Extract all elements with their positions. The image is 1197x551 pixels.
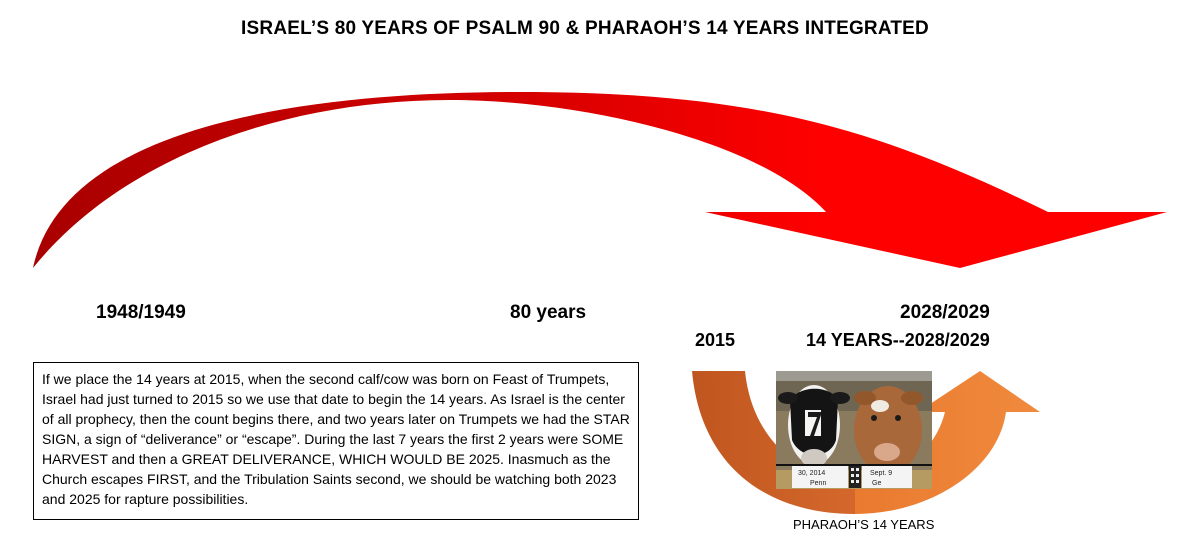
label-fourteen-years: 14 YEARS--2028/2029 [806, 330, 990, 350]
pharaoh-caption: PHARAOH’S 14 YEARS [793, 517, 935, 532]
label-eighty-years: 80 years [510, 302, 587, 323]
explanation-textbox: If we place the 14 years at 2015, when t… [33, 362, 639, 520]
label-start-year: 1948/1949 [96, 302, 186, 323]
holstein-calf [778, 385, 850, 467]
brown-calf [854, 386, 923, 474]
eighty-year-arrow [33, 92, 1167, 268]
photo-tag-right-line1: Sept. 9 [870, 470, 892, 477]
photo-tag-right-line2: Ge [872, 480, 881, 487]
photo-tag-left-line2: Penn [810, 480, 826, 487]
label-end-year: 2028/2029 [900, 302, 990, 323]
label-sub-start-year: 2015 [695, 330, 736, 350]
photo-tag-left-line1: 30, 2014 [798, 470, 825, 477]
page-title: ISRAEL’S 80 YEARS OF PSALM 90 & PHARAOH’… [241, 18, 929, 39]
calves-photo: 30, 2014 Penn Sept. 9 Ge [776, 371, 932, 489]
